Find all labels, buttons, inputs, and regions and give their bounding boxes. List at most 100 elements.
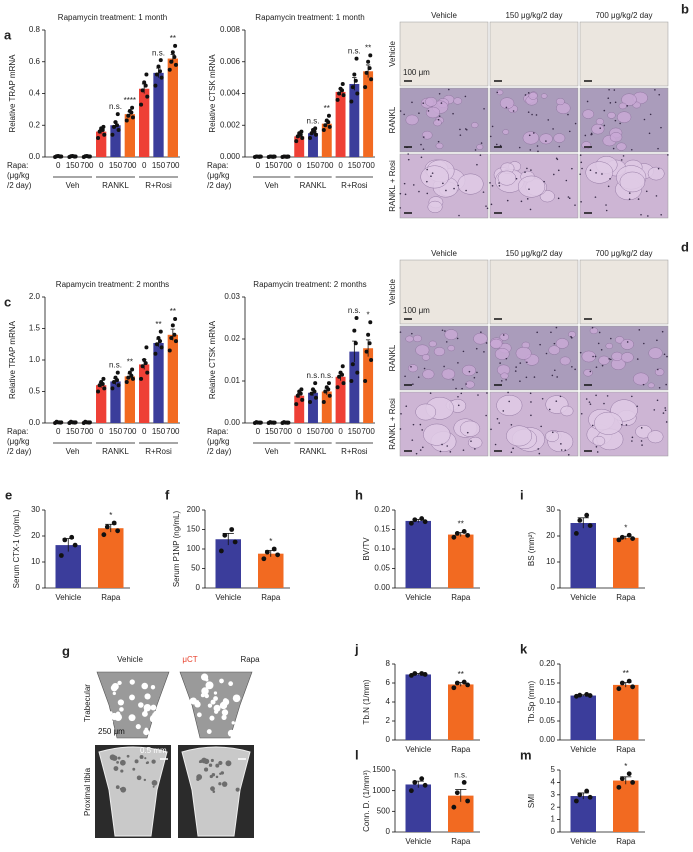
- data-point: [130, 105, 135, 110]
- x-tick-label: Vehicle: [215, 593, 241, 602]
- speck: [603, 402, 605, 405]
- data-point: [126, 113, 131, 118]
- speck: [548, 408, 551, 411]
- speck: [626, 105, 629, 107]
- speck: [405, 405, 408, 407]
- speck: [608, 358, 610, 360]
- data-point: [363, 85, 368, 90]
- cell: [428, 340, 437, 348]
- data-point: [584, 512, 590, 518]
- speck: [595, 445, 598, 448]
- data-point: [169, 335, 174, 340]
- y-tick-label: 0.008: [220, 25, 241, 34]
- x-tick-label: 0: [256, 161, 261, 170]
- data-point: [299, 387, 304, 392]
- data-point: [140, 364, 145, 369]
- x-tick-label: 700: [80, 161, 94, 170]
- data-point: [101, 376, 106, 381]
- data-point: [170, 323, 175, 328]
- cell: [539, 133, 553, 145]
- speck: [595, 394, 597, 397]
- speck: [551, 374, 554, 377]
- data-point: [616, 537, 622, 543]
- speck: [437, 140, 440, 143]
- tibia-pore: [139, 755, 144, 759]
- panel-letter: m: [520, 747, 532, 762]
- cell: [594, 411, 623, 435]
- x-tick-label: 700: [279, 427, 293, 436]
- speck: [412, 423, 415, 426]
- cell: [560, 405, 574, 417]
- tibia-pore: [115, 785, 120, 790]
- group-label: Veh: [265, 447, 279, 456]
- speck: [571, 365, 573, 368]
- cell: [555, 338, 569, 349]
- cell: [555, 97, 565, 106]
- trabecular-pore: [150, 685, 156, 690]
- data-point: [111, 124, 116, 129]
- data-point: [313, 395, 318, 400]
- y-tick-label: 0.05: [374, 564, 390, 573]
- speck: [470, 440, 472, 442]
- panel-letter: b: [681, 1, 689, 16]
- cell: [517, 175, 546, 198]
- speck: [524, 171, 526, 173]
- speck: [585, 398, 588, 400]
- speck: [590, 132, 593, 135]
- speck: [630, 148, 633, 151]
- tibia-pore: [134, 759, 139, 764]
- y-tick-label: 2: [551, 802, 556, 811]
- speck: [525, 376, 528, 379]
- micrograph: [399, 259, 489, 325]
- speck: [606, 395, 609, 397]
- speck: [594, 355, 597, 358]
- tibia-pore: [144, 757, 147, 760]
- data-point: [311, 387, 315, 392]
- bar: [335, 376, 346, 423]
- data-point: [130, 367, 135, 372]
- data-point: [153, 83, 158, 88]
- speck: [603, 124, 606, 127]
- trabecular-pore: [196, 712, 202, 718]
- data-point: [465, 532, 471, 538]
- data-point: [587, 794, 593, 800]
- data-point: [573, 798, 579, 804]
- tibia-pore: [218, 760, 223, 766]
- speck: [579, 173, 581, 176]
- speck: [399, 207, 402, 209]
- tibia-pore: [215, 775, 219, 779]
- speck: [614, 101, 617, 104]
- bar: [405, 520, 431, 588]
- speck: [559, 395, 562, 398]
- data-point: [72, 154, 77, 159]
- speck: [457, 404, 460, 407]
- speck: [494, 443, 497, 446]
- tibia-pore: [235, 787, 240, 792]
- cell: [433, 119, 442, 127]
- data-point: [167, 348, 172, 353]
- cell: [499, 333, 509, 341]
- speck: [568, 197, 571, 200]
- data-point: [321, 128, 326, 133]
- data-point: [451, 804, 457, 810]
- data-point: [309, 391, 314, 396]
- y-tick-label: 0.000: [220, 152, 241, 161]
- speck: [605, 204, 607, 206]
- speck: [553, 342, 556, 345]
- data-point: [173, 317, 178, 322]
- bar: [55, 545, 81, 588]
- speck: [445, 341, 448, 343]
- data-point: [129, 373, 134, 378]
- significance: *: [624, 762, 627, 771]
- speck: [649, 113, 652, 116]
- speck: [482, 191, 485, 193]
- speck: [422, 136, 425, 138]
- data-point: [352, 328, 357, 333]
- speck: [530, 414, 532, 417]
- speck: [631, 440, 633, 442]
- tibia-pore: [151, 780, 158, 786]
- data-point: [116, 383, 121, 388]
- significance: n.s.: [152, 48, 165, 57]
- data-point: [113, 375, 118, 380]
- y-tick-label: 0.10: [374, 544, 390, 553]
